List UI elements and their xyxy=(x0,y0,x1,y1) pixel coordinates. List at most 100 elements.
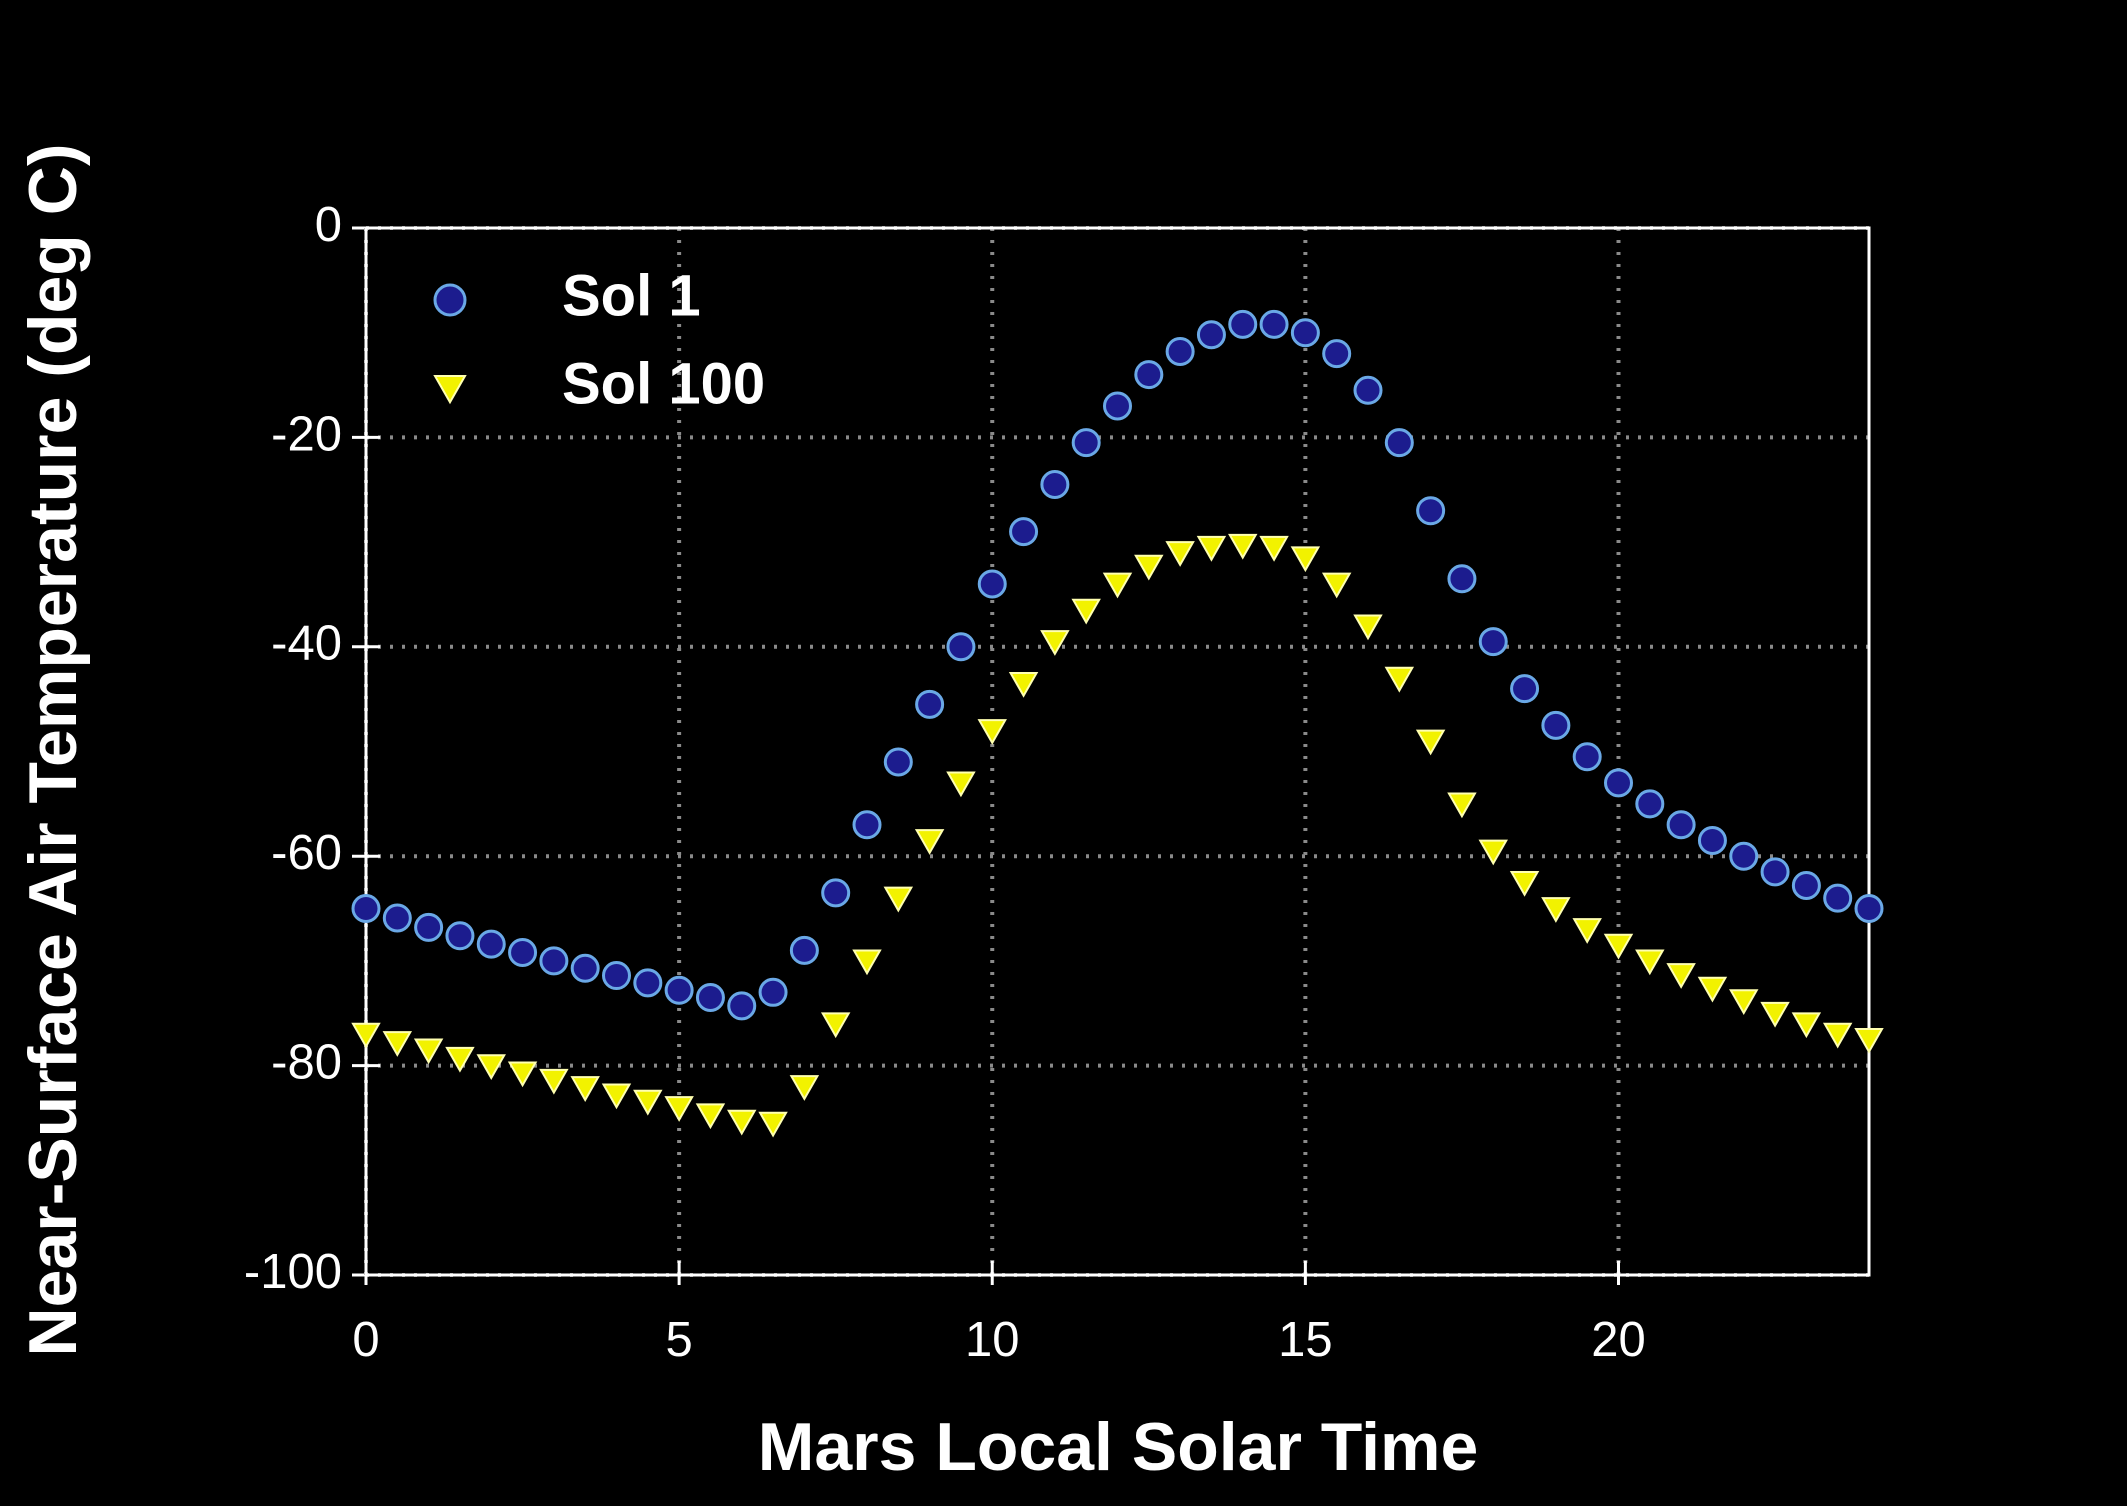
data-point xyxy=(351,1022,381,1049)
data-point xyxy=(1572,918,1602,944)
data-point xyxy=(1040,630,1070,656)
data-point xyxy=(1854,894,1884,924)
data-point xyxy=(1228,309,1258,339)
data-point xyxy=(1290,318,1320,348)
data-point xyxy=(1478,839,1508,866)
data-point xyxy=(1729,989,1759,1016)
data-point xyxy=(1071,428,1101,458)
data-point xyxy=(852,949,882,976)
data-point xyxy=(1384,428,1414,458)
data-point xyxy=(1447,564,1477,594)
data-point xyxy=(695,983,725,1013)
data-point xyxy=(1416,496,1446,526)
data-point xyxy=(1823,883,1853,913)
data-point xyxy=(821,878,851,908)
legend-label: Sol 100 xyxy=(562,351,765,416)
data-point xyxy=(695,1103,726,1130)
data-point xyxy=(727,1109,757,1136)
data-point xyxy=(1697,976,1728,1003)
data-point xyxy=(507,1061,538,1088)
data-point xyxy=(1415,729,1446,756)
data-point xyxy=(1791,871,1821,901)
data-point xyxy=(1290,546,1321,573)
data-point xyxy=(1666,810,1696,840)
data-point xyxy=(602,961,631,991)
data-point xyxy=(1603,933,1634,960)
data-point xyxy=(1760,1001,1790,1028)
data-point xyxy=(946,632,976,662)
data-point xyxy=(633,968,663,998)
y-tick-label: -80 xyxy=(271,1036,342,1090)
y-axis-label: Near-Surface Air Temperature (deg C) xyxy=(15,144,91,1357)
data-point xyxy=(1353,614,1383,641)
data-point xyxy=(570,953,600,983)
data-point xyxy=(351,894,381,924)
x-tick-label: 20 xyxy=(1591,1313,1646,1367)
data-point xyxy=(414,912,444,942)
data-point xyxy=(1103,391,1132,421)
y-tick-label: -60 xyxy=(271,826,342,880)
data-point xyxy=(1008,672,1039,698)
data-point xyxy=(1854,1028,1884,1054)
data-point xyxy=(633,1089,663,1116)
data-point xyxy=(1822,1022,1853,1049)
legend-marker xyxy=(433,283,467,317)
data-point xyxy=(382,903,412,933)
data-point xyxy=(1666,963,1696,989)
data-point xyxy=(789,1075,820,1101)
data-point xyxy=(1165,337,1195,367)
data-point xyxy=(1604,768,1633,798)
data-point xyxy=(1697,825,1727,855)
data-point xyxy=(1384,666,1415,693)
x-tick-label: 5 xyxy=(665,1313,692,1367)
data-point xyxy=(1165,541,1195,567)
data-point xyxy=(382,1031,413,1057)
data-point xyxy=(1102,572,1133,599)
data-point xyxy=(1635,789,1665,819)
data-point xyxy=(758,1111,788,1138)
data-point xyxy=(1259,309,1289,339)
data-point xyxy=(1572,742,1602,772)
data-point xyxy=(1322,339,1352,369)
data-point xyxy=(1134,554,1164,581)
data-point xyxy=(1196,320,1226,350)
data-point xyxy=(1760,857,1790,887)
data-point xyxy=(1729,841,1759,871)
data-point xyxy=(664,975,694,1005)
data-point xyxy=(883,886,914,913)
data-point xyxy=(476,929,506,959)
data-point xyxy=(570,1076,600,1102)
data-point xyxy=(946,771,976,798)
data-point xyxy=(1196,535,1227,562)
data-point xyxy=(727,991,757,1021)
data-point xyxy=(1478,627,1508,657)
data-point xyxy=(1510,674,1540,704)
data-point xyxy=(1353,375,1383,405)
data-point xyxy=(445,921,475,951)
data-point xyxy=(445,1046,475,1073)
data-point xyxy=(476,1054,506,1080)
data-point xyxy=(1791,1012,1822,1039)
y-tick-label: -40 xyxy=(271,617,342,671)
data-point xyxy=(1447,792,1477,819)
data-point xyxy=(915,689,945,719)
data-point xyxy=(508,938,538,968)
data-point xyxy=(820,1012,851,1039)
plot-frame xyxy=(364,226,1871,1277)
legend-marker xyxy=(433,375,467,405)
x-axis-label: Mars Local Solar Time xyxy=(758,1409,1479,1485)
y-tick-label: -100 xyxy=(244,1245,342,1299)
data-point xyxy=(413,1038,444,1065)
data-point xyxy=(1509,870,1540,897)
data-point xyxy=(977,569,1007,599)
data-point xyxy=(1040,470,1070,500)
data-point xyxy=(758,977,788,1007)
x-tick-label: 15 xyxy=(1278,1313,1333,1367)
x-tick-label: 0 xyxy=(352,1313,379,1367)
data-point xyxy=(1071,598,1101,625)
y-tick-label: -20 xyxy=(271,407,342,461)
data-point xyxy=(1541,710,1571,740)
data-point xyxy=(1541,897,1571,923)
data-point xyxy=(1009,517,1039,547)
